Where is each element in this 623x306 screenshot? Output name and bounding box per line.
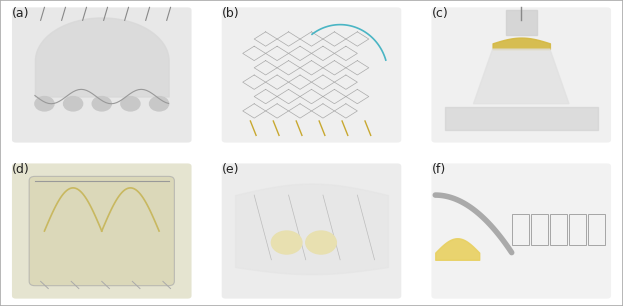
Circle shape [64, 97, 83, 111]
Text: (c): (c) [432, 7, 448, 21]
Text: (e): (e) [222, 163, 239, 177]
Bar [588, 214, 606, 245]
FancyBboxPatch shape [12, 163, 191, 299]
Circle shape [272, 231, 302, 254]
Bar [531, 214, 548, 245]
Circle shape [121, 97, 140, 111]
Text: (b): (b) [222, 7, 239, 21]
Bar [550, 214, 567, 245]
Bar [511, 214, 529, 245]
Bar [569, 214, 586, 245]
Text: (f): (f) [432, 163, 445, 177]
Circle shape [150, 97, 169, 111]
FancyBboxPatch shape [29, 176, 174, 286]
FancyBboxPatch shape [222, 163, 401, 299]
Polygon shape [473, 49, 569, 104]
Circle shape [306, 231, 336, 254]
Circle shape [92, 97, 112, 111]
Text: (d): (d) [12, 163, 30, 177]
Text: (a): (a) [12, 7, 29, 21]
FancyBboxPatch shape [432, 7, 611, 143]
FancyBboxPatch shape [222, 7, 401, 143]
Circle shape [35, 97, 54, 111]
FancyBboxPatch shape [432, 163, 611, 299]
FancyBboxPatch shape [12, 7, 191, 143]
